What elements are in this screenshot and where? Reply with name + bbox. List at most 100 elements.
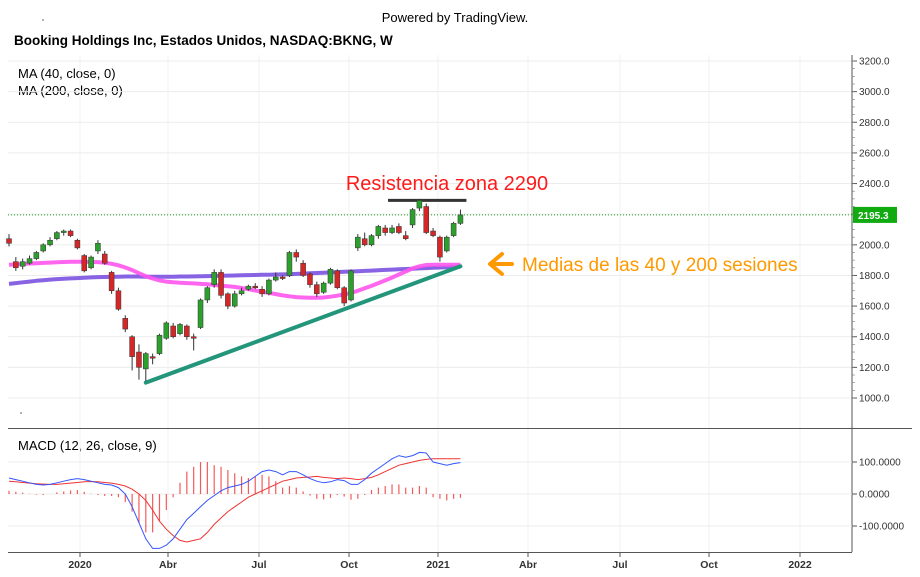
ma200-line bbox=[8, 264, 461, 286]
candle-body bbox=[163, 322, 170, 339]
medias-annotation: Medias de las 40 y 200 sesiones bbox=[522, 255, 798, 276]
candle-body bbox=[348, 270, 354, 301]
candle-body bbox=[197, 299, 204, 328]
y-tick-label: 2000.0 bbox=[859, 240, 890, 251]
powered-by-label[interactable]: Powered by TradingView. bbox=[381, 10, 529, 25]
y-tick-label: 1800.0 bbox=[859, 271, 890, 282]
support-trendline bbox=[143, 264, 463, 385]
y-tick-label: 2400.0 bbox=[859, 179, 890, 190]
candle-body bbox=[26, 258, 33, 264]
y-tick-label: 1400.0 bbox=[859, 332, 890, 343]
candle-body bbox=[40, 244, 46, 252]
y-tick-label: 1000.0 bbox=[859, 394, 890, 405]
annotations: Resistencia zona 2290 Medias de las 40 y … bbox=[20, 19, 798, 414]
candle-body bbox=[273, 276, 279, 281]
macd-tick-label: 100.0000 bbox=[859, 458, 901, 469]
macd-tick-label: 0.0000 bbox=[859, 490, 890, 501]
candle-body bbox=[54, 232, 60, 239]
last-price-badge bbox=[853, 206, 897, 223]
x-tick-label: Jul bbox=[251, 559, 266, 571]
candle-body bbox=[245, 285, 252, 290]
candle-body bbox=[136, 351, 142, 368]
x-tick-label: 2020 bbox=[68, 559, 92, 571]
resistance-annotation: Resistencia zona 2290 bbox=[346, 173, 548, 195]
candle-body bbox=[218, 272, 224, 296]
candle-body bbox=[74, 239, 81, 249]
y-tick-label: 1600.0 bbox=[859, 302, 890, 313]
candle-body bbox=[129, 336, 135, 357]
x-tick-label: Jul bbox=[612, 559, 627, 571]
chart-title: Booking Holdings Inc, Estados Unidos, NA… bbox=[14, 33, 393, 48]
candle-body bbox=[430, 230, 436, 236]
candle-body bbox=[341, 287, 347, 304]
candle-body bbox=[252, 285, 258, 288]
macd-tick-label: -100.0000 bbox=[859, 522, 904, 533]
candle-body bbox=[334, 270, 341, 288]
candle-body bbox=[231, 293, 238, 307]
macd-panel: 100.0000 0.0000 -100.0000 bbox=[8, 451, 904, 549]
candle-body bbox=[33, 252, 40, 259]
ma200-legend[interactable]: MA (200, close, 0) bbox=[18, 83, 123, 98]
macd-legend[interactable]: MACD (12, 26, close, 9) bbox=[18, 438, 157, 453]
candle-body bbox=[396, 226, 402, 233]
candle-body bbox=[102, 253, 108, 264]
candle-body bbox=[149, 356, 156, 359]
gridlines bbox=[8, 55, 852, 552]
candle-body bbox=[389, 227, 395, 233]
candle-body bbox=[177, 324, 183, 334]
candle-body bbox=[95, 243, 101, 252]
y-tick-label: 2800.0 bbox=[859, 118, 890, 129]
candle-body bbox=[437, 236, 443, 258]
candle-body bbox=[293, 252, 300, 258]
candle-body bbox=[457, 214, 464, 224]
candle-body bbox=[13, 261, 19, 269]
axes: 3200.03000.02800.02600.02400.02200.02000… bbox=[8, 55, 912, 571]
candle-body bbox=[6, 238, 12, 244]
candle-body bbox=[402, 235, 409, 239]
candle-body bbox=[382, 227, 388, 233]
candle-body bbox=[184, 325, 190, 337]
y-tick-label: 3000.0 bbox=[859, 87, 890, 98]
candle-body bbox=[286, 252, 293, 276]
x-tick-label: Abr bbox=[159, 559, 177, 571]
y-tick-label: 1200.0 bbox=[859, 363, 890, 374]
y-tick-label: 3200.0 bbox=[859, 57, 890, 68]
candles bbox=[6, 198, 464, 382]
candle-body bbox=[108, 272, 115, 292]
candle-body bbox=[190, 336, 197, 339]
candle-body bbox=[300, 262, 306, 276]
candle-body bbox=[266, 279, 272, 295]
candle-body bbox=[368, 235, 375, 246]
candle-body bbox=[225, 293, 231, 307]
candle-body bbox=[67, 230, 74, 236]
ma40-legend[interactable]: MA (40, close, 0) bbox=[18, 66, 116, 81]
candle-body bbox=[444, 236, 450, 252]
candle-body bbox=[314, 284, 320, 295]
candle-body bbox=[279, 276, 286, 279]
candle-body bbox=[81, 255, 87, 272]
macd-signal-line bbox=[8, 458, 461, 543]
marker-dot bbox=[20, 412, 22, 414]
marker-dot bbox=[42, 19, 44, 21]
candle-body bbox=[143, 353, 149, 370]
x-tick-label: Oct bbox=[700, 559, 718, 571]
candle-body bbox=[115, 290, 122, 310]
candle-body bbox=[361, 238, 368, 246]
last-price-label: 2195.3 bbox=[858, 211, 889, 222]
candle-body bbox=[238, 290, 245, 295]
candle-body bbox=[375, 226, 382, 236]
candle-body bbox=[204, 287, 211, 301]
candle-body bbox=[320, 282, 327, 293]
y-tick-label: 2600.0 bbox=[859, 148, 890, 159]
candle-body bbox=[19, 261, 26, 267]
candle-body bbox=[307, 273, 313, 285]
candle-body bbox=[355, 236, 361, 249]
candle-body bbox=[259, 288, 265, 295]
candle-body bbox=[47, 239, 53, 246]
x-tick-label: Oct bbox=[340, 559, 358, 571]
candle-body bbox=[423, 206, 429, 233]
candle-body bbox=[327, 269, 334, 284]
candle-body bbox=[416, 200, 423, 209]
candle-body bbox=[450, 223, 457, 236]
